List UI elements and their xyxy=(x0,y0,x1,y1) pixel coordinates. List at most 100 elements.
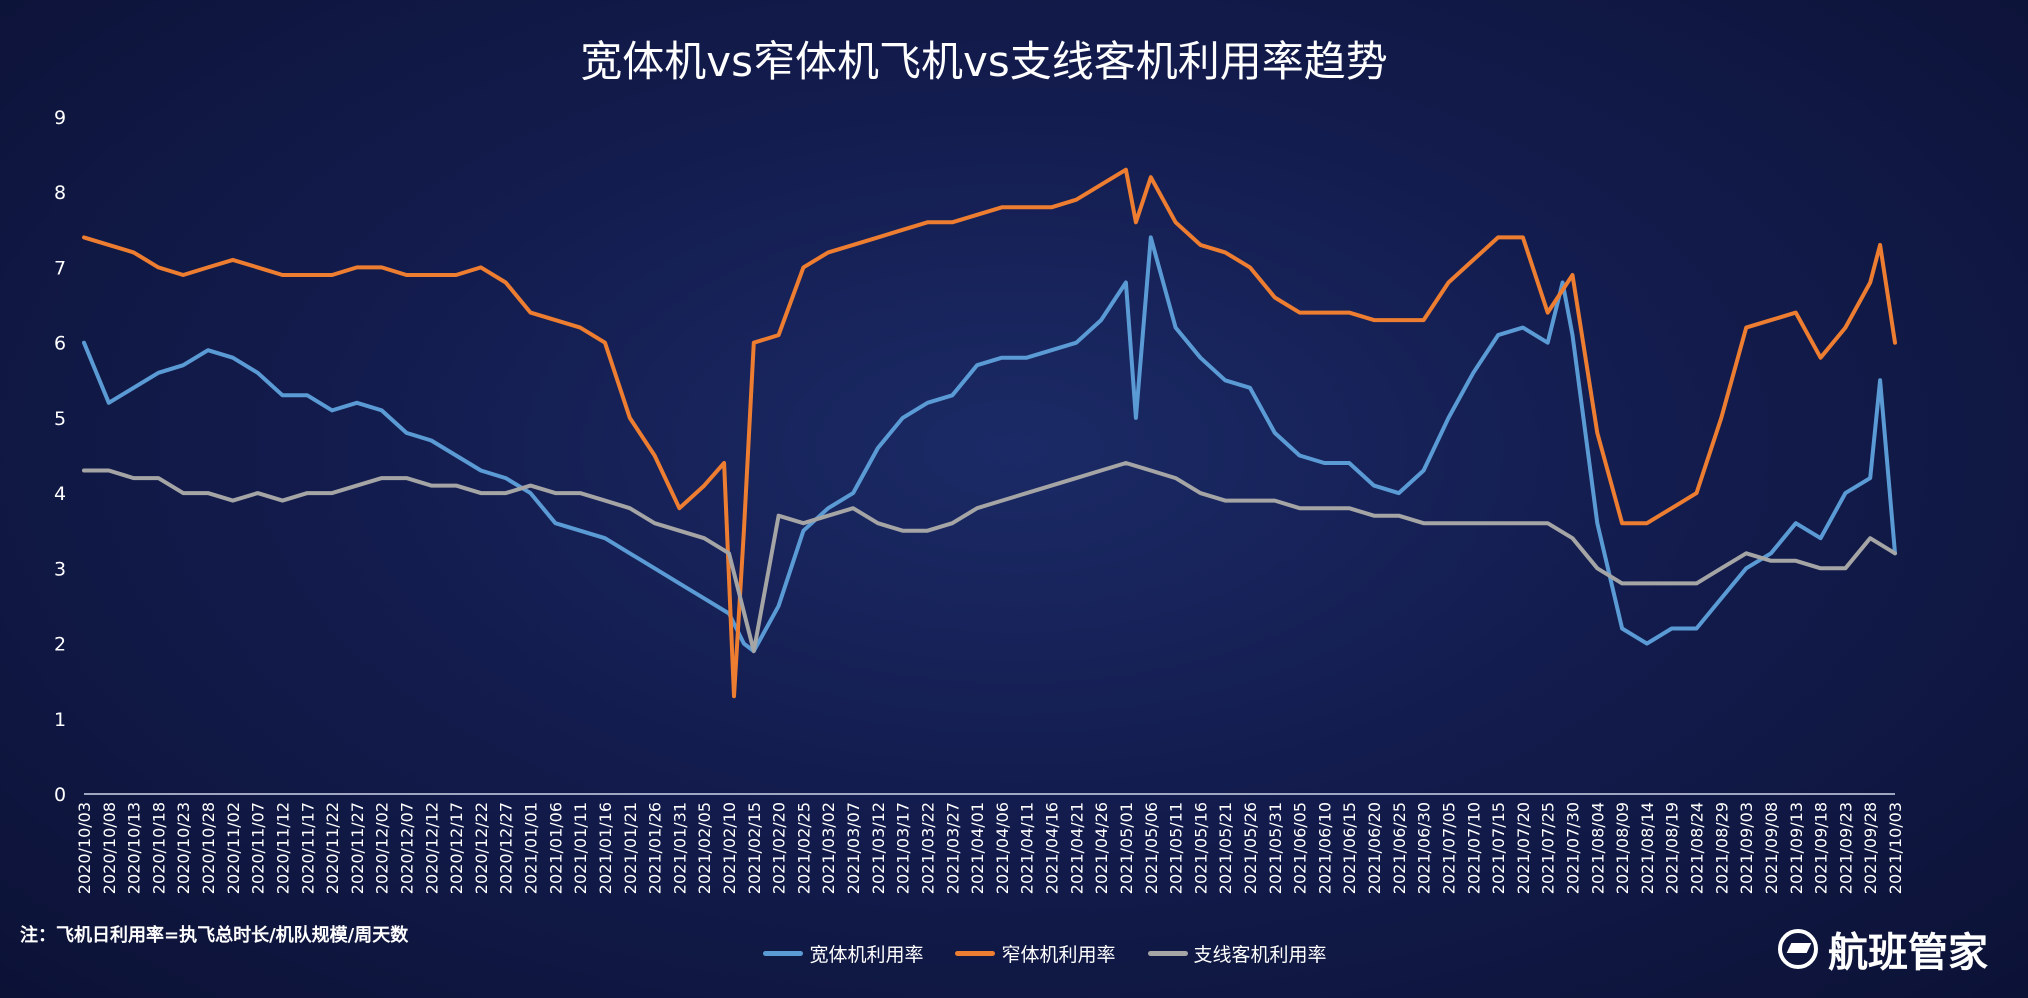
legend-label: 窄体机利用率 xyxy=(1001,944,1116,966)
x-tick-label: 2021/05/26 xyxy=(1241,802,1260,894)
x-tick-label: 2020/10/13 xyxy=(125,802,144,894)
x-tick-label: 2021/04/06 xyxy=(993,802,1012,894)
x-tick-label: 2021/05/06 xyxy=(1142,802,1161,894)
x-tick-label: 2020/11/12 xyxy=(273,802,292,894)
x-tick-label: 2020/10/08 xyxy=(100,802,119,894)
x-tick-label: 2020/10/18 xyxy=(149,802,168,894)
x-tick-label: 2020/11/02 xyxy=(224,802,243,894)
x-tick-label: 2021/06/25 xyxy=(1390,802,1409,894)
x-tick-label: 2020/12/12 xyxy=(422,802,441,894)
x-tick-label: 2020/11/27 xyxy=(348,802,367,894)
x-tick-label: 2021/04/21 xyxy=(1067,802,1086,894)
legend-swatch xyxy=(1147,951,1188,956)
legend-label: 支线客机利用率 xyxy=(1193,944,1327,966)
x-tick-label: 2021/05/21 xyxy=(1216,802,1235,894)
x-tick-label: 2021/03/12 xyxy=(869,802,888,894)
x-tick-label: 2020/11/07 xyxy=(249,802,268,894)
x-tick-label: 2021/07/20 xyxy=(1514,802,1533,894)
x-tick-label: 2021/09/28 xyxy=(1861,802,1880,894)
x-tick-label: 2021/06/15 xyxy=(1340,802,1359,894)
legend-item: 窄体机利用率 xyxy=(955,940,1116,967)
y-tick-label: 8 xyxy=(54,182,66,204)
y-tick-label: 2 xyxy=(54,634,66,656)
x-tick-label: 2021/06/05 xyxy=(1291,802,1310,894)
x-tick-label: 2021/02/25 xyxy=(794,802,813,894)
x-tick-label: 2021/09/23 xyxy=(1836,802,1855,894)
x-tick-label: 2021/02/15 xyxy=(745,802,764,894)
x-tick-label: 2021/10/03 xyxy=(1886,802,1905,894)
legend-swatch xyxy=(763,951,804,956)
y-tick-label: 4 xyxy=(54,483,66,505)
series-line-2 xyxy=(82,461,1897,654)
legend-label: 宽体机利用率 xyxy=(809,944,924,966)
x-tick-label: 2020/12/27 xyxy=(497,802,516,894)
series-lines xyxy=(82,167,1897,699)
x-tick-label: 2021/03/27 xyxy=(943,802,962,894)
x-tick-label: 2021/04/26 xyxy=(1092,802,1111,894)
series-line-0 xyxy=(82,235,1897,654)
x-tick-label: 2021/01/26 xyxy=(646,802,665,894)
x-tick-label: 2021/07/10 xyxy=(1464,802,1483,894)
x-tick-label: 2020/10/28 xyxy=(199,802,218,894)
x-tick-label: 2021/04/11 xyxy=(1018,802,1037,894)
x-tick-label: 2021/08/29 xyxy=(1712,802,1731,894)
x-tick-label: 2020/10/23 xyxy=(174,802,193,894)
x-tick-label: 2021/04/16 xyxy=(1043,802,1062,894)
brand-logo: 航班管家 xyxy=(1778,920,1988,978)
series-line-1 xyxy=(82,167,1897,699)
x-tick-label: 2021/03/02 xyxy=(819,802,838,894)
x-tick-label: 2021/02/10 xyxy=(720,802,739,894)
x-tick-label: 2020/12/07 xyxy=(398,802,417,894)
x-tick-label: 2021/08/14 xyxy=(1638,802,1657,894)
x-tick-label: 2021/09/08 xyxy=(1762,802,1781,894)
airplane-logo-icon xyxy=(1778,929,1818,969)
x-tick-label: 2021/01/06 xyxy=(546,802,565,894)
legend-item: 宽体机利用率 xyxy=(763,940,923,967)
x-tick-label: 2021/03/17 xyxy=(894,802,913,894)
x-tick-label: 2021/03/22 xyxy=(918,802,937,894)
x-tick-label: 2020/12/22 xyxy=(472,802,491,894)
x-tick-label: 2021/01/16 xyxy=(596,802,615,894)
y-tick-label: 0 xyxy=(54,784,66,806)
x-tick-label: 2021/01/11 xyxy=(571,802,590,894)
x-tick-label: 2021/09/13 xyxy=(1787,802,1806,894)
x-tick-label: 2021/08/24 xyxy=(1688,802,1707,894)
x-tick-label: 2021/06/20 xyxy=(1365,802,1384,894)
x-tick-label: 2021/07/30 xyxy=(1563,802,1582,894)
x-tick-label: 2021/08/09 xyxy=(1613,802,1632,894)
x-tick-label: 2021/01/31 xyxy=(670,802,689,894)
y-tick-label: 5 xyxy=(54,408,66,430)
x-tick-label: 2021/05/31 xyxy=(1266,802,1285,894)
x-tick-label: 2021/07/25 xyxy=(1539,802,1558,894)
x-tick-label: 2020/11/22 xyxy=(323,802,342,894)
y-tick-label: 7 xyxy=(54,257,66,279)
y-tick-label: 3 xyxy=(54,558,66,580)
legend: 宽体机利用率 窄体机利用率 支线客机利用率 xyxy=(0,940,2028,967)
y-tick-label: 1 xyxy=(54,709,66,731)
x-tick-label: 2021/03/07 xyxy=(844,802,863,894)
chart-title: 宽体机vs窄体机飞机vs支线客机利用率趋势 xyxy=(580,37,1388,86)
y-tick-label: 6 xyxy=(54,333,66,355)
x-tick-label: 2021/02/20 xyxy=(770,802,789,894)
x-tick-label: 2021/05/11 xyxy=(1167,802,1186,894)
y-tick-label: 9 xyxy=(54,107,66,129)
legend-swatch xyxy=(955,951,996,956)
x-tick-label: 2021/08/19 xyxy=(1663,802,1682,894)
x-tick-label: 2021/01/01 xyxy=(522,802,541,894)
x-tick-label: 2021/05/16 xyxy=(1191,802,1210,894)
x-tick-label: 2021/02/05 xyxy=(695,802,714,894)
x-tick-label: 2020/12/17 xyxy=(447,802,466,894)
x-axis-labels: 2020/10/03 2020/10/08 2020/10/13 2020/10/18… xyxy=(75,802,1905,894)
x-tick-label: 2021/06/30 xyxy=(1415,802,1434,894)
x-tick-label: 2021/07/05 xyxy=(1439,802,1458,894)
x-tick-label: 2021/06/10 xyxy=(1315,802,1334,894)
x-tick-label: 2021/09/18 xyxy=(1812,802,1831,894)
x-tick-label: 2020/10/03 xyxy=(75,802,94,894)
x-tick-label: 2021/08/04 xyxy=(1588,802,1607,894)
y-axis-labels: 0 1 2 3 4 5 6 7 8 9 xyxy=(54,107,66,806)
brand-name: 航班管家 xyxy=(1828,930,1988,976)
x-tick-label: 2021/05/01 xyxy=(1117,802,1136,894)
x-tick-label: 2021/01/21 xyxy=(621,802,640,894)
footnote: 注：飞机日利用率=执飞总时长/机队规模/周天数 xyxy=(20,925,409,946)
